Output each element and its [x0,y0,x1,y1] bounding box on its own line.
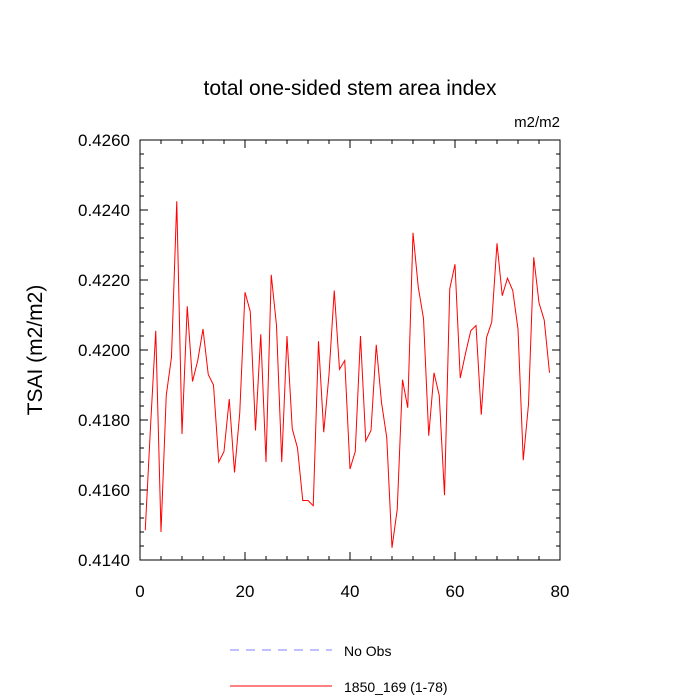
x-tick-label: 40 [341,582,360,601]
x-tick-label: 60 [446,582,465,601]
legend-label-no-obs: No Obs [344,643,391,659]
chart-title: total one-sided stem area index [203,77,497,100]
y-tick-label: 0.4140 [78,551,130,570]
tick-labels: 0 20 40 60 80 0.4140 0.4160 0.4180 0.4200 0.4220 0… [78,131,569,601]
y-tick-label: 0.4220 [78,271,130,290]
units-label: m2/m2 [514,114,560,131]
x-tick-label: 0 [135,582,144,601]
axis-ticks [139,139,561,561]
y-tick-label: 0.4260 [78,131,130,150]
series-group [144,201,550,548]
x-tick-label: 20 [236,582,255,601]
y-tick-label: 0.4200 [78,341,130,360]
y-axis-label: TSAI (m2/m2) [24,285,47,416]
y-tick-label: 0.4180 [78,411,130,430]
series-line-1850-169 [144,201,550,548]
legend: No Obs 1850_169 (1-78) [230,643,448,695]
plot-frame [139,139,561,561]
x-tick-label: 80 [551,582,570,601]
y-tick-label: 0.4160 [78,481,130,500]
legend-label-1850-169: 1850_169 (1-78) [344,679,448,695]
y-tick-label: 0.4240 [78,201,130,220]
